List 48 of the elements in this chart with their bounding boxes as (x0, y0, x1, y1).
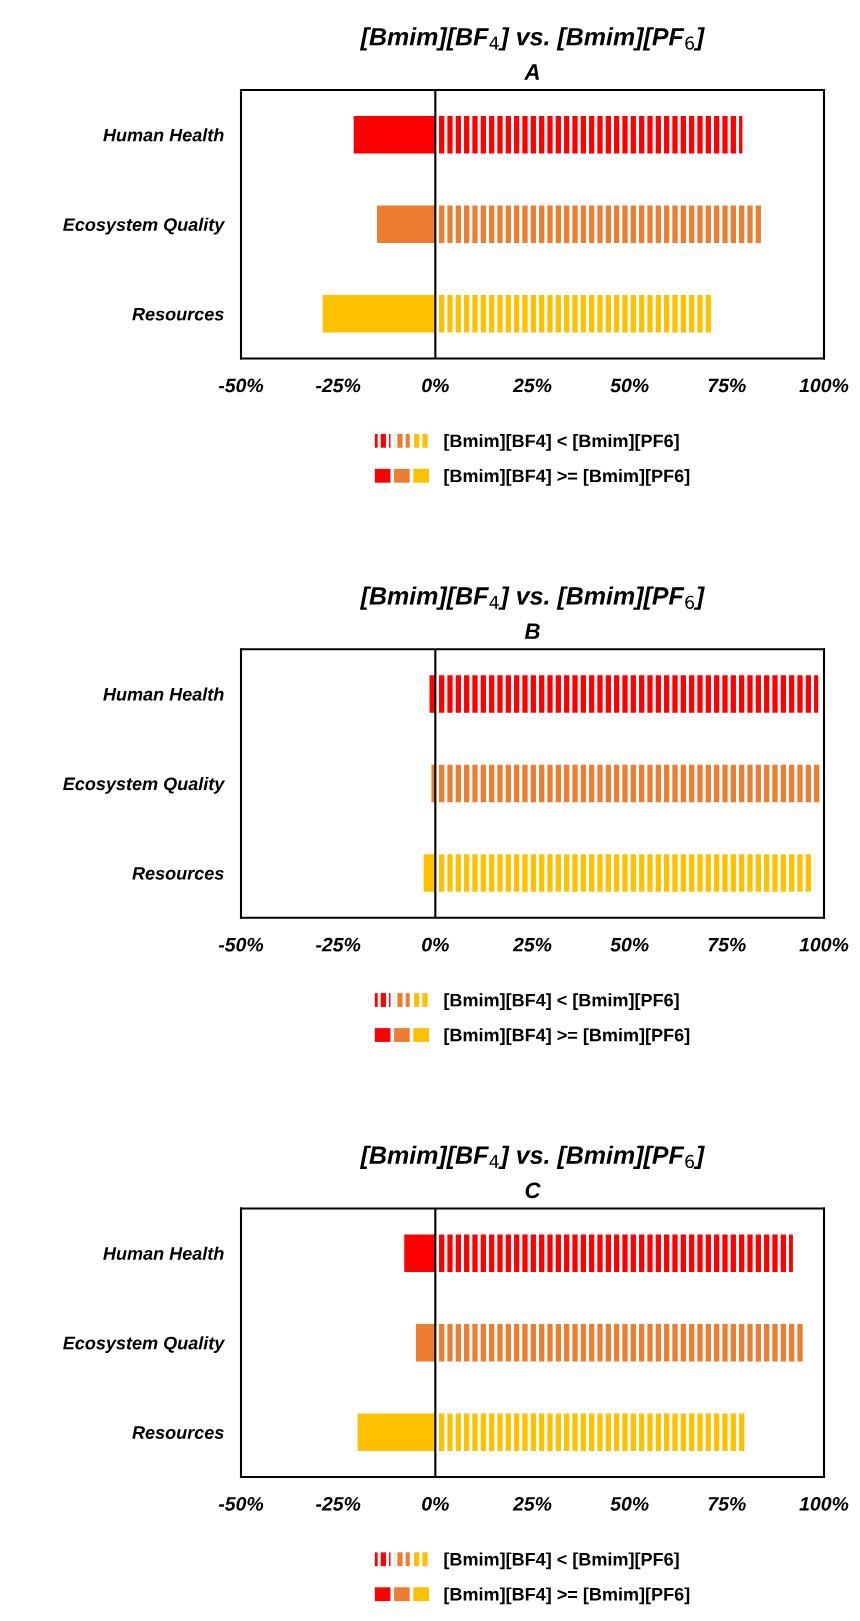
y-tick-label: Ecosystem Quality (63, 1336, 226, 1353)
y-tick-label: Ecosystem Quality (63, 217, 226, 235)
bar (357, 1413, 436, 1452)
x-tick-label: 50% (610, 378, 649, 393)
y-tick-label: Resources (132, 307, 224, 321)
y-tick-label: Resources (132, 867, 224, 880)
chart-title: [Bmim][BF$_{4}$] vs. [Bmim][PF$_{6}$] (359, 586, 705, 610)
legend-label: [Bmim][BF4] >= [Bmim][PF6] (444, 469, 690, 486)
bar (415, 1323, 436, 1362)
x-tick-label: 0% (422, 937, 449, 952)
legend-label: [Bmim][BF4] < [Bmim][PF6] (444, 1552, 679, 1570)
y-tick-label: Ecosystem Quality (63, 776, 226, 794)
bar (377, 205, 436, 244)
y-tick-label: Human Health (103, 1246, 224, 1260)
x-tick-label: -25% (316, 378, 361, 393)
legend-label: [Bmim][BF4] < [Bmim][PF6] (444, 434, 679, 451)
chart-subtitle: A (524, 64, 539, 80)
legend-label: [Bmim][BF4] < [Bmim][PF6] (444, 993, 679, 1011)
x-tick-label: -50% (218, 1496, 264, 1511)
x-tick-label: 100% (799, 1496, 849, 1511)
chart-title: [Bmim][BF$_{4}$] vs. [Bmim][PF$_{6}$] (359, 27, 705, 51)
y-tick-label: Human Health (103, 128, 224, 142)
x-tick-label: 75% (708, 1497, 746, 1511)
x-tick-label: -25% (316, 1496, 361, 1511)
x-tick-label: 75% (708, 937, 746, 952)
y-tick-label: Resources (132, 1426, 224, 1439)
legend-label: [Bmim][BF4] >= [Bmim][PF6] (444, 1028, 690, 1046)
chart-title: [Bmim][BF$_{4}$] vs. [Bmim][PF$_{6}$] (359, 1145, 705, 1169)
x-tick-label: 25% (512, 937, 552, 952)
x-tick-label: 50% (610, 1496, 649, 1511)
x-tick-label: 25% (512, 378, 552, 393)
x-tick-label: 0% (422, 378, 449, 393)
x-tick-label: 100% (799, 378, 849, 393)
x-tick-label: 25% (512, 1496, 552, 1511)
bar (322, 295, 436, 333)
x-tick-label: 75% (708, 378, 746, 393)
x-tick-label: 50% (610, 937, 649, 952)
legend-label: [Bmim][BF4] >= [Bmim][PF6] (444, 1587, 690, 1605)
chart-subtitle: B (524, 623, 540, 639)
bar (353, 115, 436, 154)
chart-subtitle: C (525, 1182, 541, 1199)
x-tick-label: -25% (316, 937, 361, 952)
bar (404, 1234, 436, 1272)
x-tick-label: 100% (799, 937, 849, 952)
x-tick-label: -50% (218, 378, 264, 393)
x-tick-label: 0% (422, 1496, 449, 1511)
x-tick-label: -50% (218, 937, 264, 952)
y-tick-label: Human Health (103, 687, 224, 701)
